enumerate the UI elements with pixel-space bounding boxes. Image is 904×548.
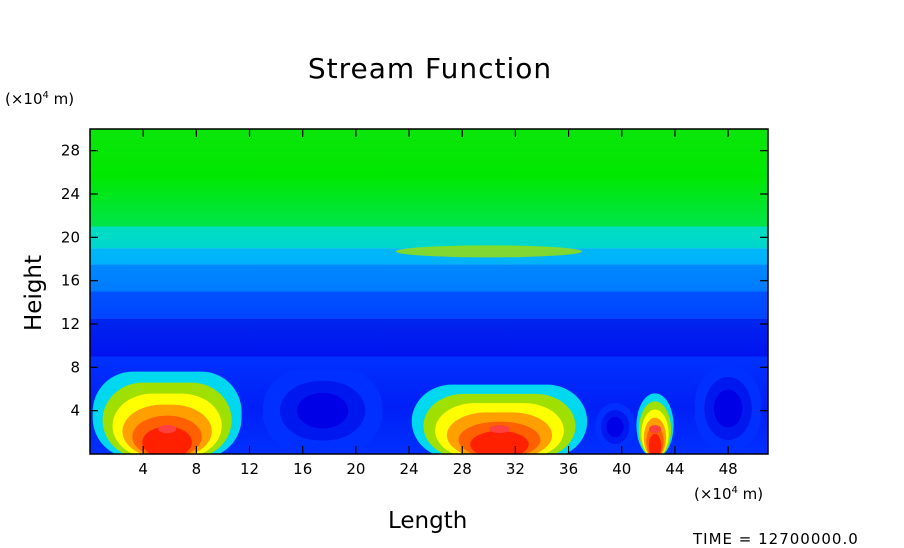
y-tick-label: 20 [61, 228, 80, 246]
y-tick-label: 24 [61, 185, 80, 203]
negative-cell-3-level-2 [713, 389, 743, 428]
x-tick-label: 28 [453, 460, 472, 478]
small-positive-cell [636, 393, 674, 454]
negative-cell-2 [595, 403, 636, 451]
middle-positive-cell-core [488, 425, 510, 434]
y-tick-label: 16 [61, 272, 80, 290]
y-tick-label: 12 [61, 315, 80, 333]
left-positive-cell [92, 371, 242, 454]
y-tick-label: 4 [70, 402, 80, 420]
contour-cells [92, 364, 762, 454]
chart-title: Stream Function [307, 52, 553, 85]
small-positive-cell-core [649, 425, 661, 434]
x-tick-label: 24 [400, 460, 419, 478]
x-tick-label: 36 [559, 460, 578, 478]
negative-cell-3 [694, 364, 762, 453]
x-tick-label: 16 [293, 460, 312, 478]
x-tick-label: 12 [240, 460, 259, 478]
small-positive-cell-level-5 [648, 433, 662, 454]
negative-cell-2-level-2 [606, 416, 624, 438]
middle-positive-cell-level-5 [470, 430, 529, 454]
y-axis-label: Height [21, 254, 47, 331]
x-tick-label: 48 [719, 460, 738, 478]
x-axis-unit: (×104 m) [694, 485, 764, 503]
x-tick-label: 20 [346, 460, 365, 478]
x-tick-label: 32 [506, 460, 525, 478]
time-label: TIME = 12700000.0 [693, 530, 859, 548]
upper-anomaly [395, 245, 582, 258]
left-positive-cell-core [158, 424, 177, 434]
x-tick-label: 44 [665, 460, 684, 478]
negative-cell-1-level-2 [297, 392, 349, 429]
x-tick-label: 40 [612, 460, 631, 478]
y-tick-label: 28 [61, 142, 80, 160]
negative-cell-1 [262, 368, 383, 453]
x-tick-label: 4 [138, 460, 148, 478]
left-positive-cell-level-5 [142, 426, 192, 454]
middle-positive-cell [411, 384, 588, 454]
x-axis-label: Length [388, 508, 468, 534]
plot-frame [89, 128, 769, 455]
x-tick-label: 8 [192, 460, 202, 478]
y-tick-label: 8 [70, 358, 80, 376]
y-axis-unit: (×104 m) [5, 90, 75, 108]
